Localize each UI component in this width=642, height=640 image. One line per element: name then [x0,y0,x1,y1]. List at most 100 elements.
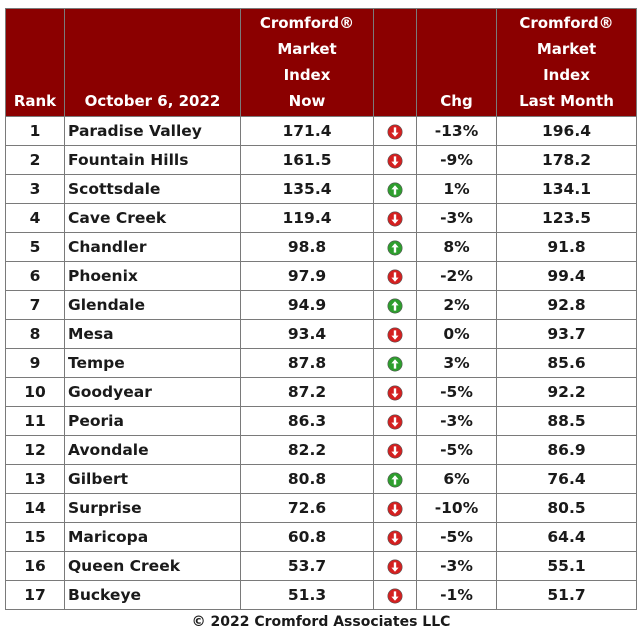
rank-cell: 3 [5,174,65,204]
index-now-cell: 94.9 [240,290,374,320]
direction-cell [373,377,417,407]
index-now-cell: 53.7 [240,551,374,581]
header-index-last-month: Cromford® Market Index Last Month [496,8,637,117]
header-now-line: Now [288,92,326,110]
table-row: 8 Mesa 93.4 0% 93.7 [5,319,637,349]
arrow-down-icon [387,211,403,226]
index-last-month-cell: 92.8 [496,290,637,320]
index-last-month-cell: 76.4 [496,464,637,494]
city-cell: Tempe [64,348,241,378]
index-now-cell: 86.3 [240,406,374,436]
city-cell: Glendale [64,290,241,320]
table-row: 13 Gilbert 80.8 6% 76.4 [5,464,637,494]
rank-cell: 16 [5,551,65,581]
rank-cell: 7 [5,290,65,320]
change-cell: -1% [416,580,497,610]
arrow-down-icon [387,269,403,284]
direction-cell [373,145,417,175]
table-row: 11 Peoria 86.3 -3% 88.5 [5,406,637,436]
arrow-down-icon [387,501,403,516]
index-now-cell: 97.9 [240,261,374,291]
header-last-line: Last Month [519,92,614,110]
rank-cell: 6 [5,261,65,291]
arrow-down-icon [387,530,403,545]
city-cell: Maricopa [64,522,241,552]
index-last-month-cell: 178.2 [496,145,637,175]
arrow-up-icon [387,182,403,197]
index-now-cell: 119.4 [240,203,374,233]
change-cell: 2% [416,290,497,320]
change-cell: -10% [416,493,497,523]
city-cell: Cave Creek [64,203,241,233]
copyright-footer: © 2022 Cromford Associates LLC [191,614,451,630]
arrow-down-icon [387,559,403,574]
header-row: Rank October 6, 2022 Cromford® Market In… [5,8,637,117]
direction-cell [373,435,417,465]
direction-cell [373,580,417,610]
arrow-down-icon [387,414,403,429]
table-row: 1 Paradise Valley 171.4 -13% 196.4 [5,116,637,146]
change-cell: -5% [416,522,497,552]
table-row: 5 Chandler 98.8 8% 91.8 [5,232,637,262]
index-last-month-cell: 80.5 [496,493,637,523]
change-cell: -13% [416,116,497,146]
arrow-up-icon [387,240,403,255]
table-row: 7 Glendale 94.9 2% 92.8 [5,290,637,320]
index-now-cell: 51.3 [240,580,374,610]
table-body: 1 Paradise Valley 171.4 -13% 196.4 2 Fountain … [5,116,637,610]
index-last-month-cell: 85.6 [496,348,637,378]
index-last-month-cell: 92.2 [496,377,637,407]
rank-cell: 12 [5,435,65,465]
header-last-line: Index [543,66,590,84]
city-cell: Queen Creek [64,551,241,581]
index-last-month-cell: 91.8 [496,232,637,262]
direction-cell [373,290,417,320]
change-cell: 1% [416,174,497,204]
rank-cell: 14 [5,493,65,523]
city-cell: Surprise [64,493,241,523]
rank-cell: 13 [5,464,65,494]
change-cell: 8% [416,232,497,262]
direction-cell [373,348,417,378]
rank-cell: 11 [5,406,65,436]
table-row: 6 Phoenix 97.9 -2% 99.4 [5,261,637,291]
header-arrow [373,8,417,117]
direction-cell [373,493,417,523]
rank-cell: 5 [5,232,65,262]
index-now-cell: 60.8 [240,522,374,552]
change-cell: -5% [416,435,497,465]
index-last-month-cell: 196.4 [496,116,637,146]
direction-cell [373,232,417,262]
city-cell: Gilbert [64,464,241,494]
change-cell: -3% [416,203,497,233]
index-last-month-cell: 134.1 [496,174,637,204]
market-index-table: Rank October 6, 2022 Cromford® Market In… [5,8,637,610]
table-row: 3 Scottsdale 135.4 1% 134.1 [5,174,637,204]
index-now-cell: 87.2 [240,377,374,407]
table-row: 9 Tempe 87.8 3% 85.6 [5,348,637,378]
city-cell: Paradise Valley [64,116,241,146]
header-now-line: Market [277,40,337,58]
index-last-month-cell: 51.7 [496,580,637,610]
direction-cell [373,261,417,291]
index-now-cell: 87.8 [240,348,374,378]
rank-cell: 10 [5,377,65,407]
rank-cell: 9 [5,348,65,378]
header-now-line: Cromford® [259,14,355,32]
arrow-up-icon [387,356,403,371]
arrow-down-icon [387,385,403,400]
change-cell: 6% [416,464,497,494]
rank-cell: 15 [5,522,65,552]
city-cell: Mesa [64,319,241,349]
index-now-cell: 161.5 [240,145,374,175]
arrow-down-icon [387,124,403,139]
city-cell: Phoenix [64,261,241,291]
direction-cell [373,522,417,552]
table-row: 12 Avondale 82.2 -5% 86.9 [5,435,637,465]
index-last-month-cell: 88.5 [496,406,637,436]
change-cell: -3% [416,551,497,581]
direction-cell [373,406,417,436]
rank-cell: 17 [5,580,65,610]
table-row: 14 Surprise 72.6 -10% 80.5 [5,493,637,523]
header-last-line: Cromford® [519,14,614,32]
